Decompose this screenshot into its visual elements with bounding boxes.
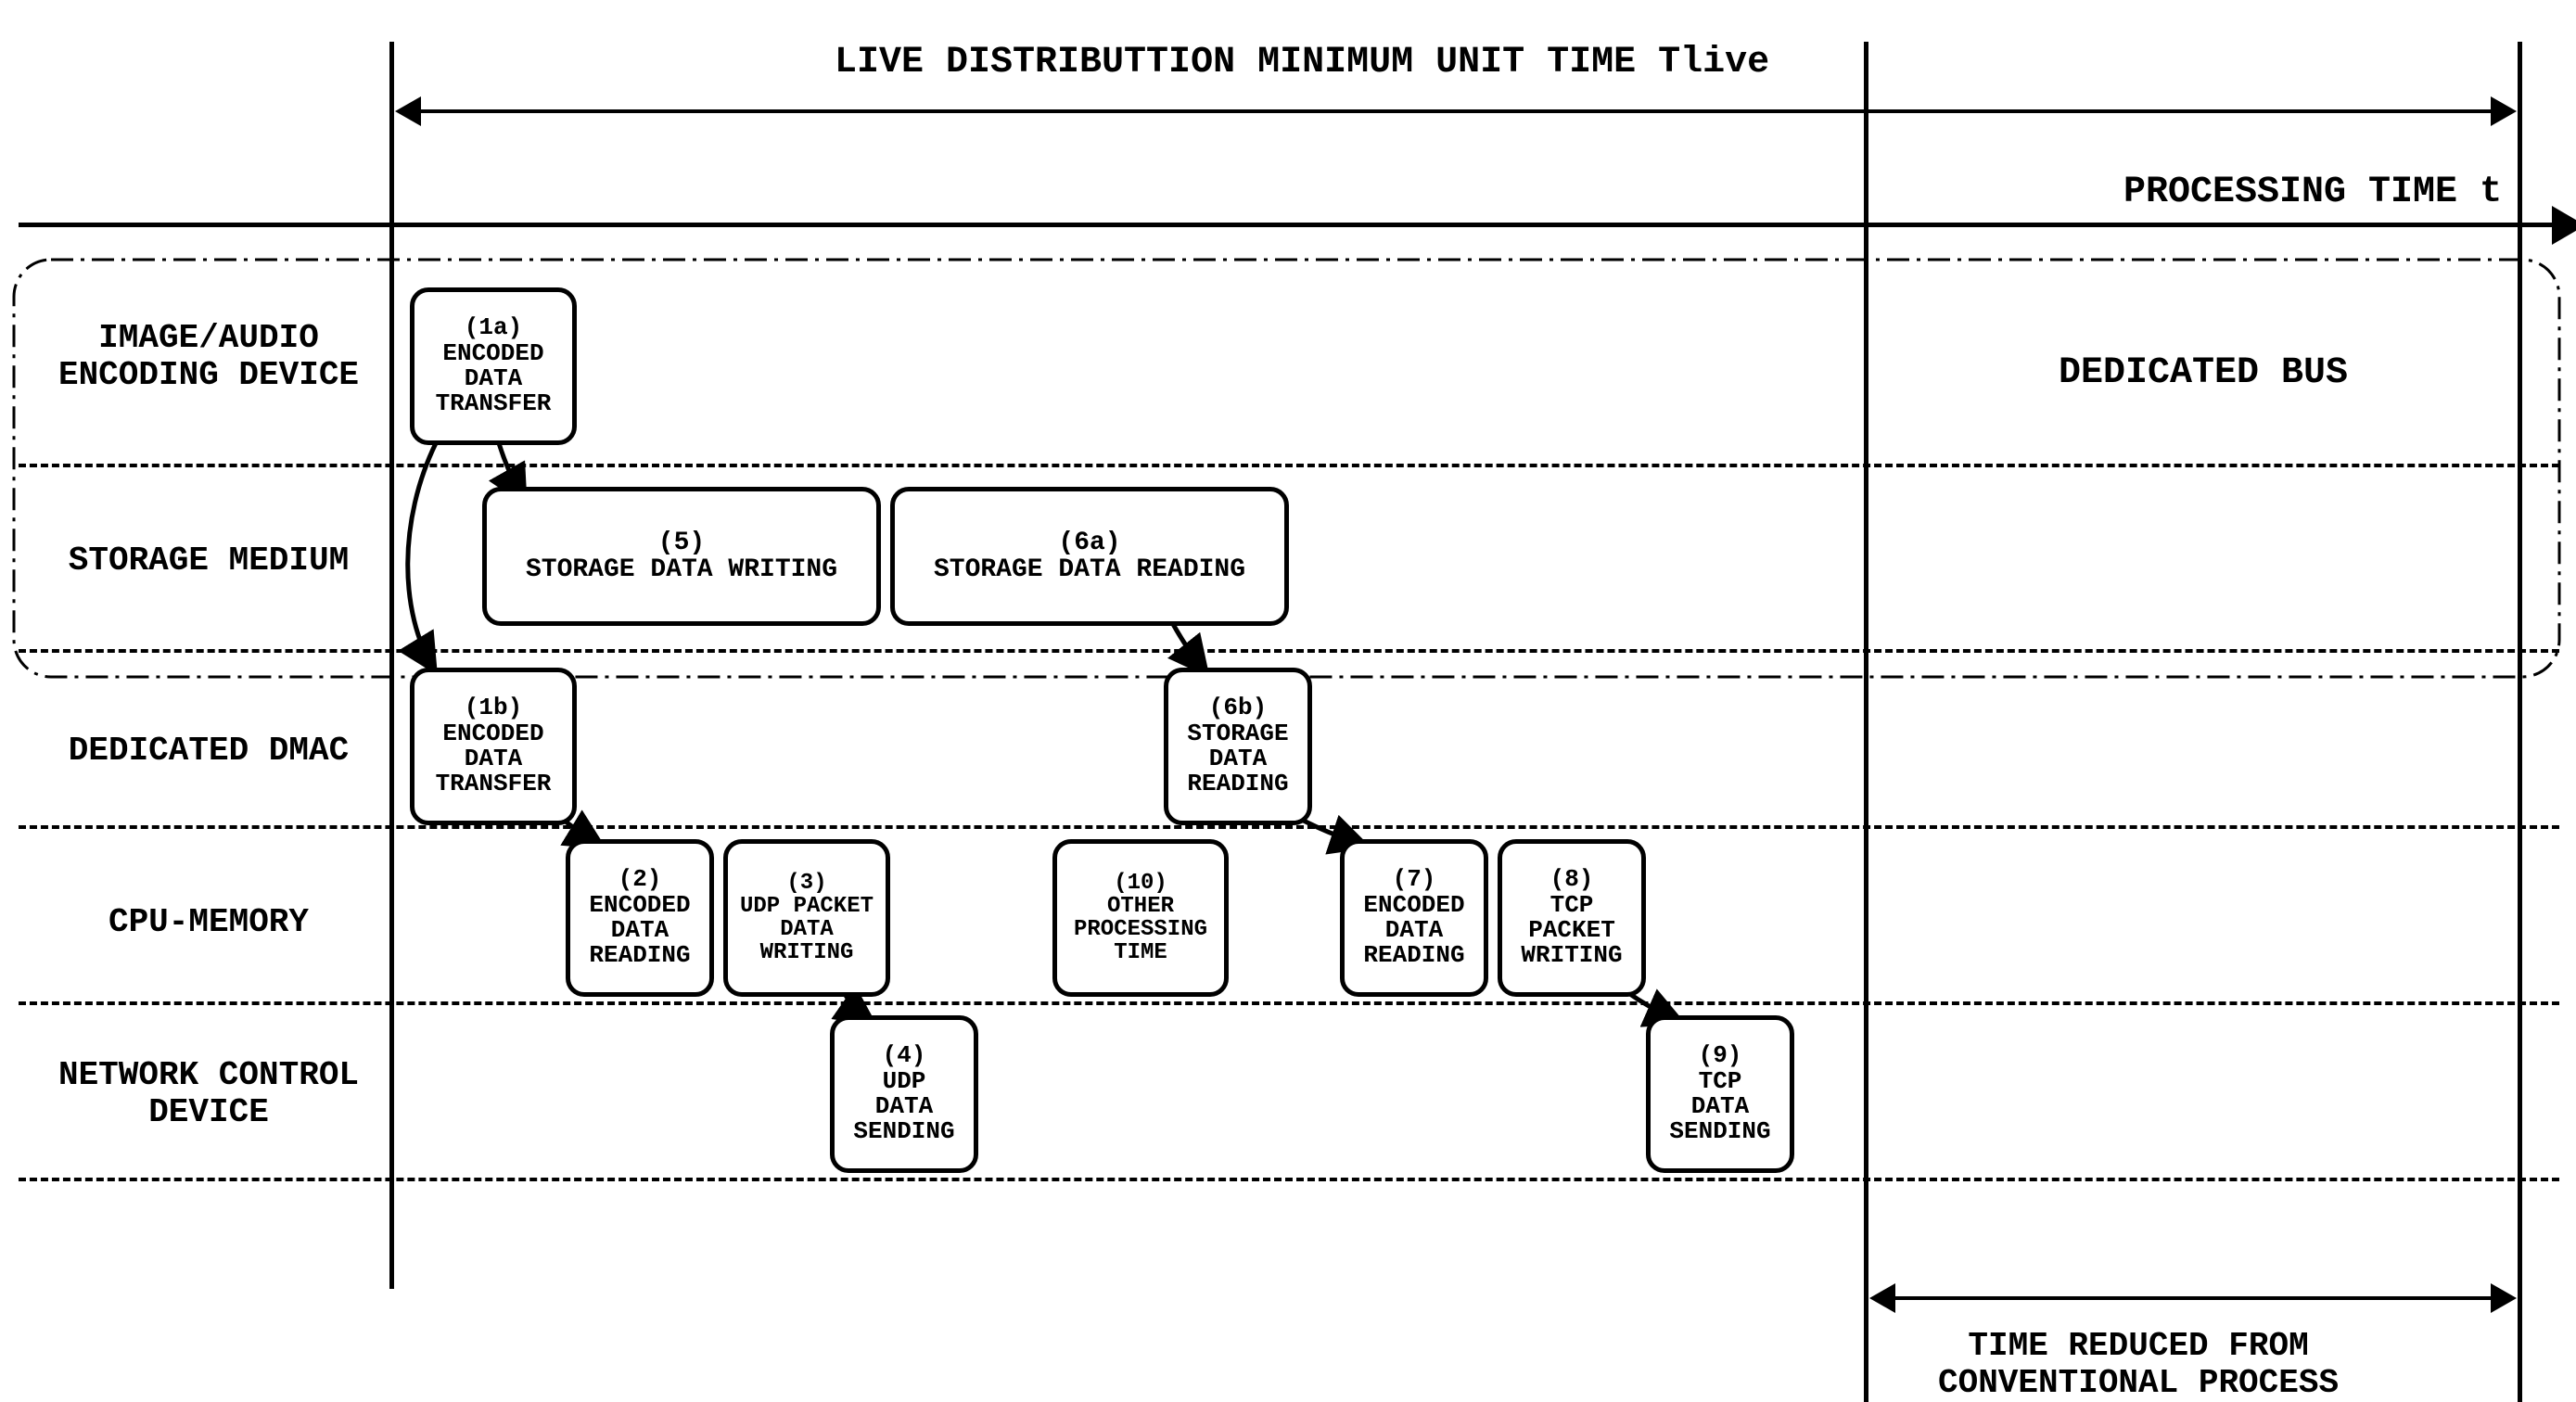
box-10-text: (10) OTHER PROCESSING TIME <box>1074 872 1207 965</box>
box-9: (9) TCP DATA SENDING <box>1646 1015 1794 1173</box>
box-5-text: (5) STORAGE DATA WRITING <box>526 529 837 584</box>
box-2: (2) ENCODED DATA READING <box>566 839 714 997</box>
box-6a: (6a) STORAGE DATA READING <box>890 487 1289 626</box>
box-8-text: (8) TCP PACKET WRITING <box>1521 867 1622 968</box>
box-5: (5) STORAGE DATA WRITING <box>482 487 881 626</box>
diagram-stage: LIVE DISTRIBUTTION MINIMUM UNIT TIME Tli… <box>0 0 2576 1402</box>
box-3: (3) UDP PACKET DATA WRITING <box>723 839 890 997</box>
box-1b-text: (1b) ENCODED DATA TRANSFER <box>436 695 552 797</box>
box-2-text: (2) ENCODED DATA READING <box>589 867 690 968</box>
box-1a: (1a) ENCODED DATA TRANSFER <box>410 287 577 445</box>
box-7: (7) ENCODED DATA READING <box>1340 839 1488 997</box>
box-1a-text: (1a) ENCODED DATA TRANSFER <box>436 315 552 416</box>
box-4-text: (4) UDP DATA SENDING <box>853 1043 954 1144</box>
box-4: (4) UDP DATA SENDING <box>830 1015 978 1173</box>
box-6b: (6b) STORAGE DATA READING <box>1164 668 1312 825</box>
box-7-text: (7) ENCODED DATA READING <box>1363 867 1464 968</box>
box-10: (10) OTHER PROCESSING TIME <box>1052 839 1229 997</box>
box-9-text: (9) TCP DATA SENDING <box>1669 1043 1770 1144</box>
box-1b: (1b) ENCODED DATA TRANSFER <box>410 668 577 825</box>
box-8: (8) TCP PACKET WRITING <box>1498 839 1646 997</box>
box-6a-text: (6a) STORAGE DATA READING <box>934 529 1245 584</box>
box-6b-text: (6b) STORAGE DATA READING <box>1187 695 1288 797</box>
box-3-text: (3) UDP PACKET DATA WRITING <box>740 872 874 965</box>
